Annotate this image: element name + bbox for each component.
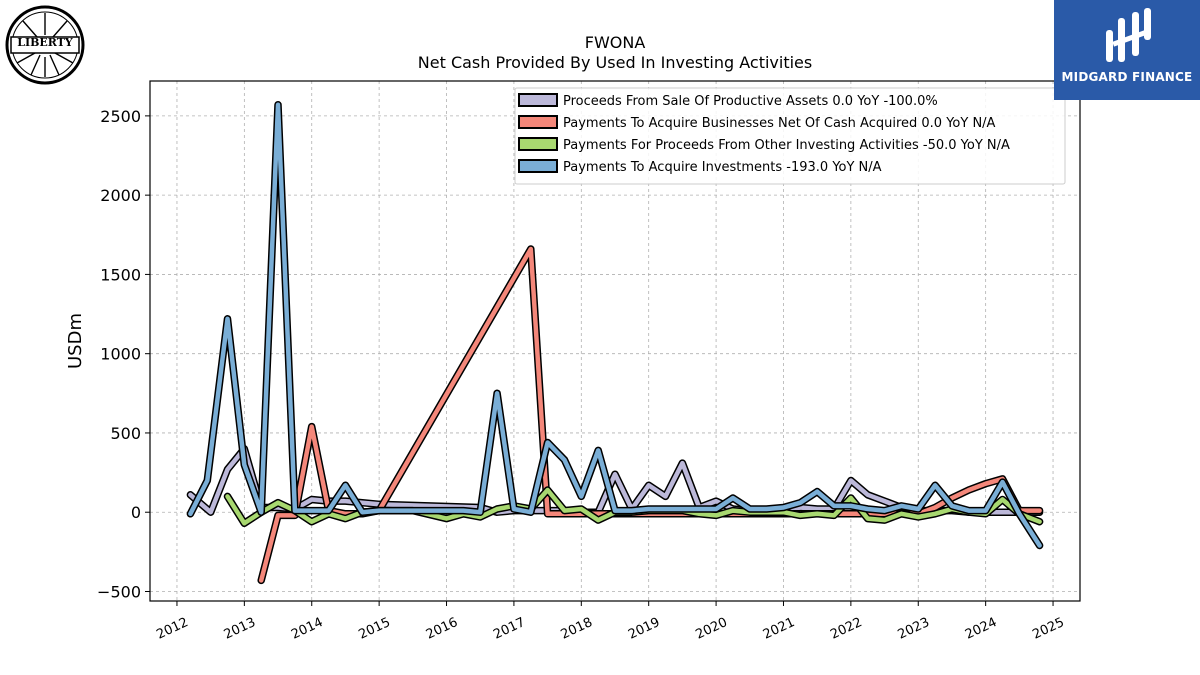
x-axis-ticks: 2012 2013 2014 2015 2016 2017 2018 2019 2020 2021… [154, 601, 1067, 643]
series-2 [257, 245, 1044, 585]
x-tick-label: 2017 [491, 615, 527, 643]
x-tick-label: 2014 [289, 615, 325, 643]
x-tick-label: 2020 [693, 615, 729, 643]
x-tick-label: 2025 [1030, 615, 1066, 643]
legend-label: Payments To Acquire Investments -193.0 Y… [563, 160, 882, 175]
logo-text: LIBERTY [17, 36, 73, 49]
x-tick-label: 2012 [154, 615, 190, 643]
x-tick-label: 2024 [963, 615, 999, 643]
y-tick-label: 2000 [100, 186, 141, 205]
chart-title: FWONA [585, 33, 646, 52]
x-tick-label: 2018 [559, 615, 595, 643]
brand-badge: MIDGARD FINANCE [1054, 0, 1200, 100]
y-tick-label: 0 [131, 503, 141, 522]
legend-swatch [518, 115, 558, 129]
brand-name: MIDGARD FINANCE [1061, 70, 1193, 84]
series-4-line [188, 102, 1042, 548]
legend-label: Payments For Proceeds From Other Investi… [563, 138, 1010, 153]
series-lines [186, 101, 1044, 585]
legend-swatch [518, 137, 558, 151]
chart-subtitle: Net Cash Provided By Used In Investing A… [418, 53, 812, 72]
y-axis-ticks: −500 0 500 1000 1500 2000 2500 [97, 107, 150, 601]
x-tick-label: 2013 [222, 615, 258, 643]
x-tick-label: 2023 [896, 615, 932, 643]
x-tick-label: 2021 [761, 615, 797, 643]
x-tick-label: 2022 [828, 615, 864, 643]
x-tick-label: 2016 [424, 615, 460, 643]
y-tick-label: 500 [110, 424, 141, 443]
y-tick-label: −500 [97, 582, 141, 601]
legend-swatch [518, 93, 558, 107]
legend-label: Payments To Acquire Businesses Net Of Ca… [563, 116, 996, 131]
y-axis-label: USDm [65, 313, 86, 369]
y-tick-label: 1500 [100, 265, 141, 284]
x-tick-label: 2019 [626, 615, 662, 643]
x-tick-label: 2015 [356, 615, 392, 643]
midgard-logo-icon [1106, 8, 1151, 62]
plot-frame [149, 80, 1081, 602]
legend: Proceeds From Sale Of Productive Assets … [514, 87, 1066, 185]
liberty-seal-icon [5, 5, 85, 85]
legend-label: Proceeds From Sale Of Productive Assets … [563, 94, 938, 109]
legend-swatch [518, 159, 558, 173]
y-tick-label: 2500 [100, 107, 141, 126]
series-2-line [258, 246, 1042, 583]
y-tick-label: 1000 [100, 345, 141, 364]
series-4 [186, 101, 1044, 550]
series-2-outline [257, 245, 1044, 585]
liberty-logo: LIBERTY [5, 5, 85, 85]
